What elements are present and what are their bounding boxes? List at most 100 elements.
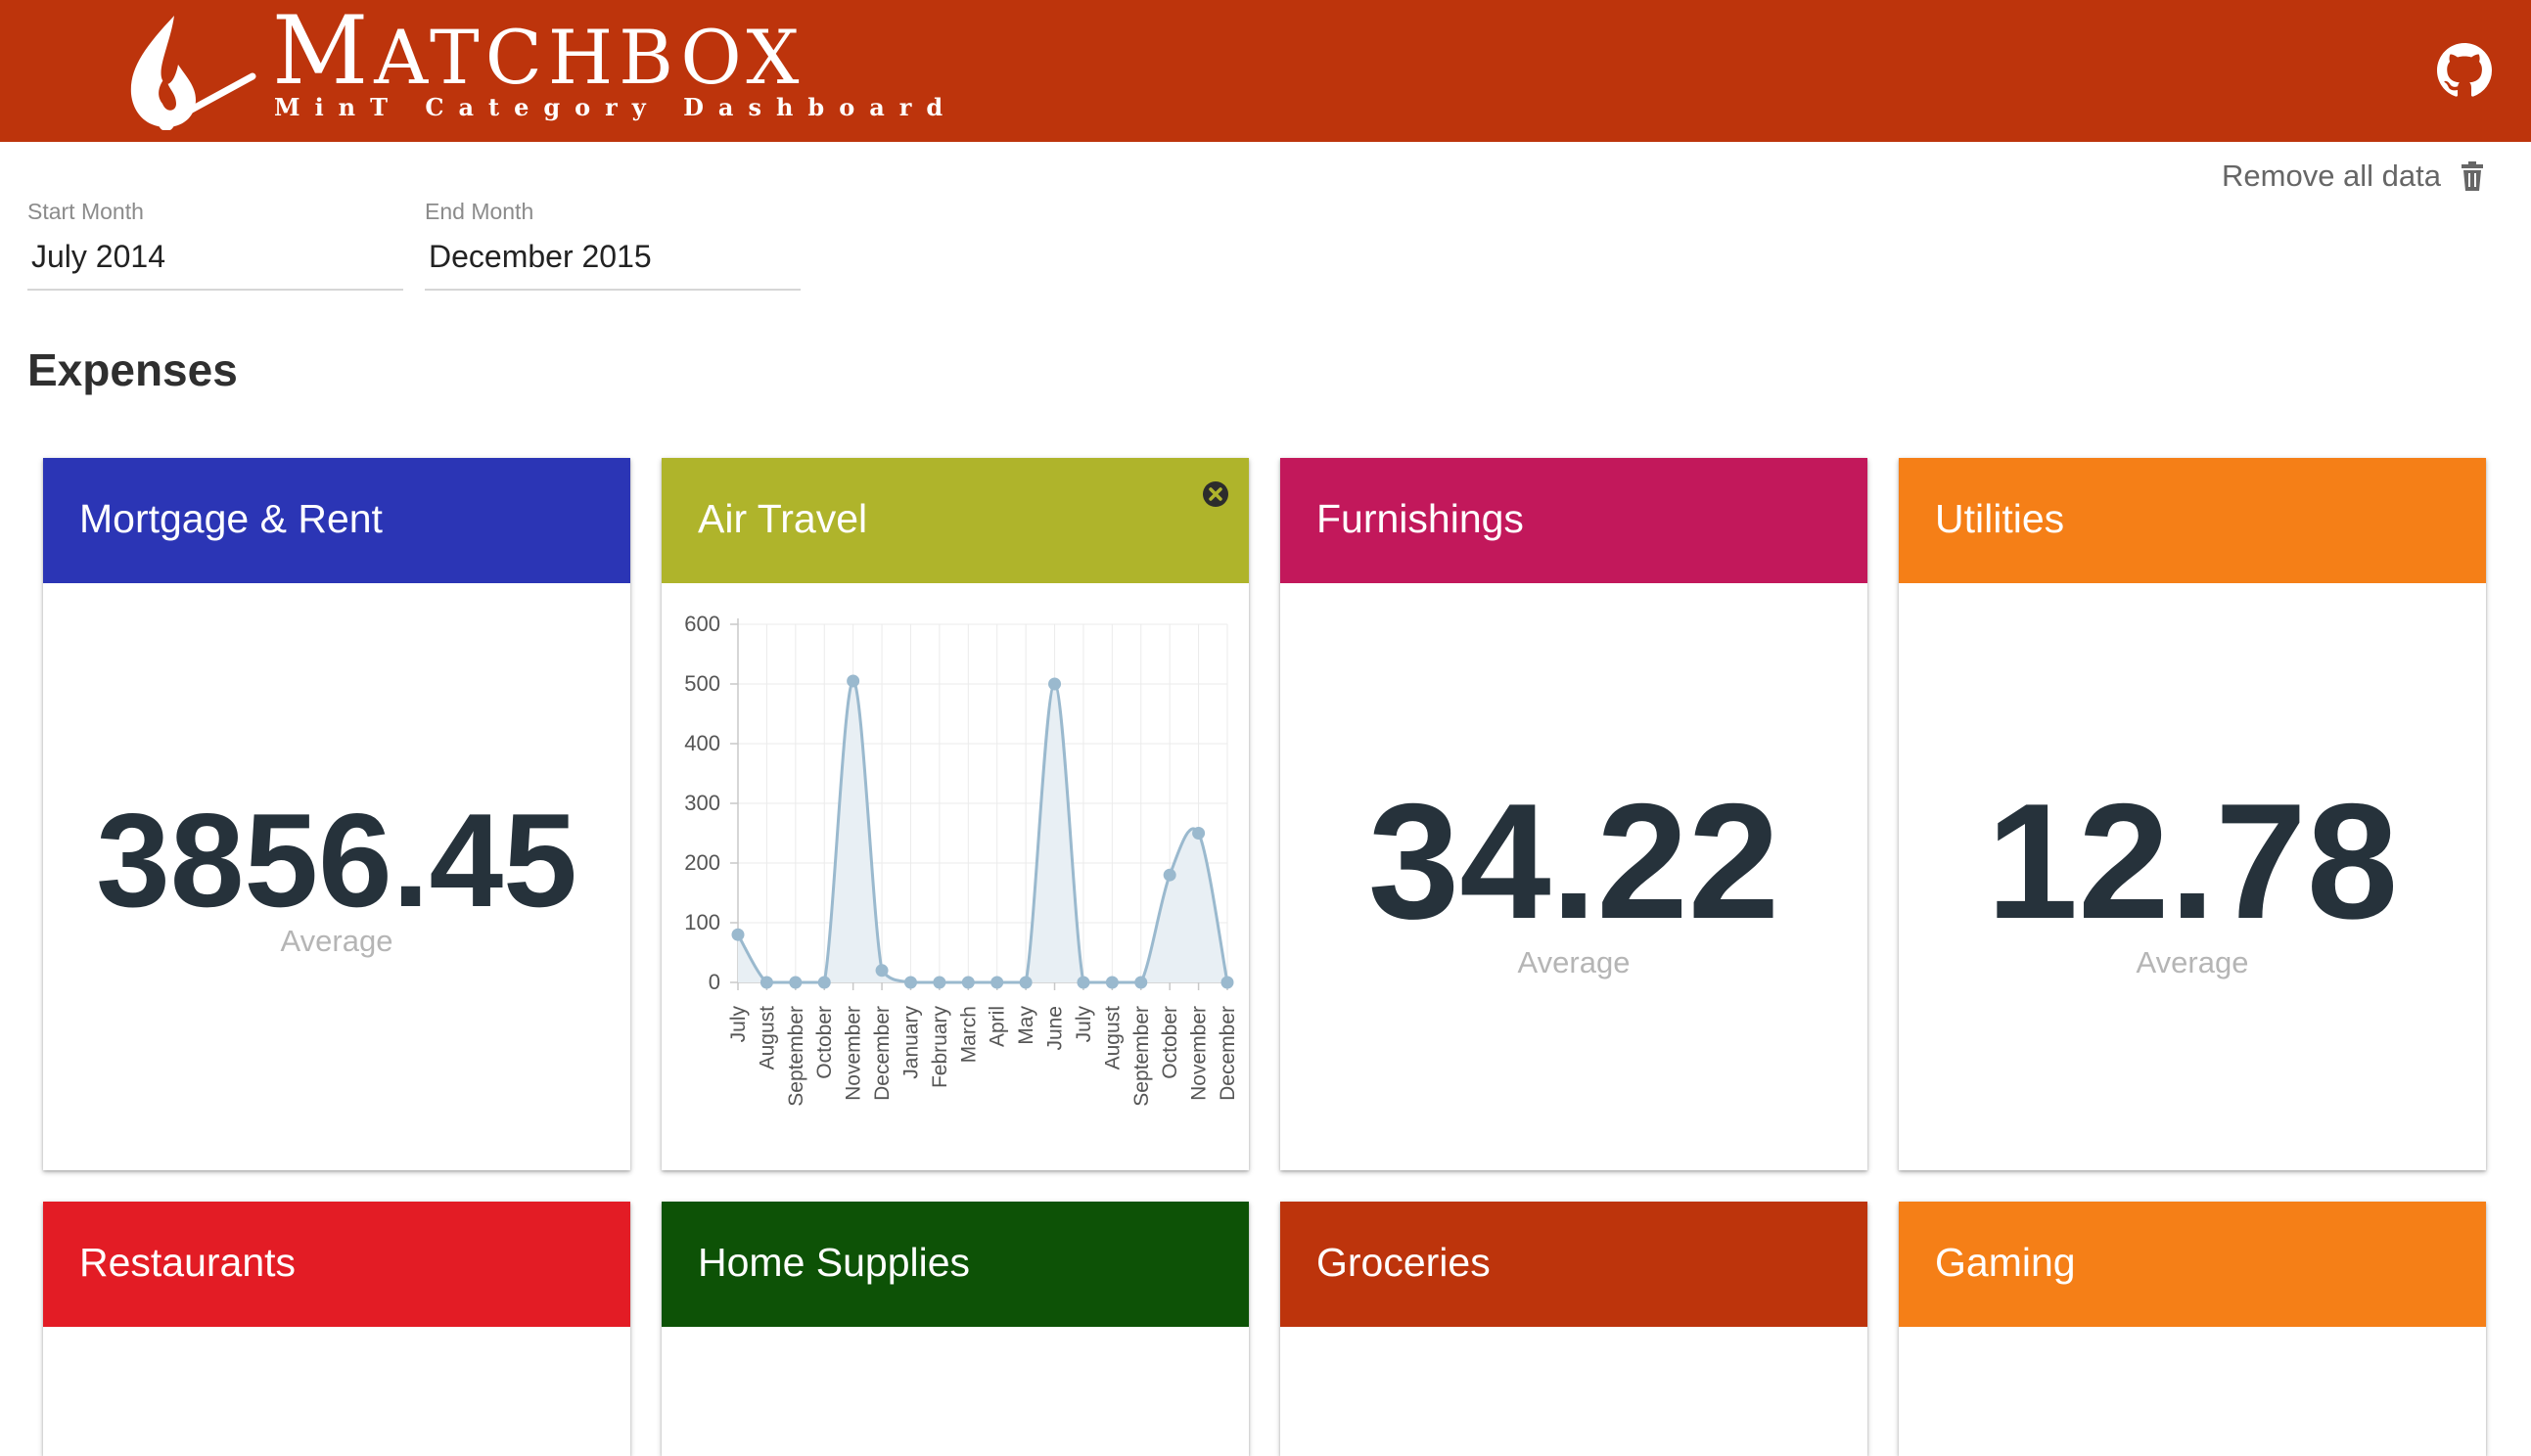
card-body: 34.22 Average <box>1280 583 1867 1170</box>
chart-x-tick-label: November <box>843 1006 865 1101</box>
chart-data-point <box>1048 677 1062 691</box>
card-title: Gaming <box>1935 1240 2076 1285</box>
category-card-furnishings[interactable]: Furnishings 34.22 Average <box>1280 458 1867 1170</box>
chart-points <box>731 674 1234 989</box>
chart-data-point <box>990 976 1004 989</box>
remove-all-label: Remove all data <box>2222 159 2442 193</box>
chart-data-point <box>1019 976 1033 989</box>
chart-x-tick-label: August <box>756 1006 778 1070</box>
chart-x-tick-label: August <box>1101 1006 1124 1070</box>
chart-x-tick-label: April <box>987 1006 1009 1047</box>
chart-y-tick-label: 200 <box>684 850 720 875</box>
app-title: MATCHBOX <box>272 0 805 106</box>
chart-x-tick-label: December <box>1217 1006 1239 1101</box>
category-card-gaming[interactable]: Gaming <box>1899 1202 2486 1456</box>
card-title: Mortgage & Rent <box>79 496 383 541</box>
card-header: Air Travel <box>662 458 1249 583</box>
chart-x-tick-label: September <box>1130 1006 1153 1107</box>
chart-x-tick-label: March <box>957 1006 980 1063</box>
end-month-field: End Month <box>425 201 801 291</box>
matchbox-logo <box>130 16 256 130</box>
app-subtitle: MinT Category Dashboard <box>274 93 958 121</box>
card-header: Furnishings <box>1280 458 1867 583</box>
card-title: Restaurants <box>79 1240 297 1285</box>
category-card-restaurants[interactable]: Restaurants <box>43 1202 630 1456</box>
app: MATCHBOX MinT Category Dashboard Remove … <box>0 0 2531 1327</box>
chart-x-tick-label: October <box>1159 1006 1181 1079</box>
chart-data-point <box>961 976 975 989</box>
average-label: Average <box>2136 945 2249 979</box>
average-value: 12.78 <box>1986 769 2399 953</box>
chart-x-tick-label: May <box>1015 1006 1037 1045</box>
chart-x-axis: July August September October November Decemb… <box>727 981 1239 1107</box>
category-card-home-supplies[interactable]: Home Supplies <box>662 1202 1249 1456</box>
card-header: Groceries <box>1280 1202 1867 1327</box>
category-card-air-travel[interactable]: Air Travel 0 100 200 300 400 500 600 July Augus… <box>662 458 1249 1170</box>
chart-data-point <box>933 976 946 989</box>
github-icon[interactable] <box>2437 43 2492 98</box>
card-header: Utilities <box>1899 458 2486 583</box>
card-title: Furnishings <box>1316 496 1524 541</box>
chart-data-point <box>1077 976 1090 989</box>
card-body: 0 100 200 300 400 500 600 July August September O… <box>662 583 1249 1170</box>
chart-area <box>738 680 1227 982</box>
chart-x-tick-label: July <box>727 1006 750 1043</box>
chart-y-tick-label: 500 <box>684 671 720 696</box>
card-title: Air Travel <box>698 496 868 541</box>
chart-x-tick-label: June <box>1044 1006 1067 1051</box>
close-icon[interactable] <box>1202 480 1229 508</box>
average-value: 3856.45 <box>96 786 577 934</box>
chart-x-tick-label: December <box>871 1006 894 1101</box>
chart-data-point <box>817 976 831 989</box>
chart-x-tick-label: February <box>929 1006 951 1089</box>
start-month-input[interactable] <box>27 239 403 291</box>
chart-y-tick-label: 400 <box>684 731 720 755</box>
chart-y-axis: 0 100 200 300 400 500 600 <box>684 612 739 994</box>
chart-y-tick-label: 100 <box>684 910 720 934</box>
section-title: Expenses <box>27 344 238 395</box>
chart-y-tick-label: 0 <box>709 970 720 994</box>
chart-data-point <box>875 964 889 978</box>
app-header: MATCHBOX MinT Category Dashboard <box>0 0 2531 142</box>
card-body: 3856.45 Average <box>43 583 630 1170</box>
start-month-label: Start Month <box>27 199 144 224</box>
end-month-label: End Month <box>425 199 534 224</box>
chart-data-point <box>1105 976 1119 989</box>
chart-x-tick-label: October <box>813 1006 836 1079</box>
average-value: 34.22 <box>1367 769 1780 953</box>
chart-data-point <box>847 674 860 688</box>
average-label: Average <box>1517 945 1631 979</box>
chart-series-line <box>736 679 1229 984</box>
chart-data-point <box>789 976 803 989</box>
average-label: Average <box>280 924 393 958</box>
card-title: Home Supplies <box>698 1240 971 1285</box>
remove-all-data-button[interactable]: Remove all data <box>2222 157 2484 196</box>
card-body: 12.78 Average <box>1899 583 2486 1170</box>
chart-data-point <box>1220 976 1234 989</box>
chart-x-tick-label: July <box>1073 1006 1095 1043</box>
chart-x-tick-label: November <box>1188 1006 1211 1101</box>
card-header: Restaurants <box>43 1202 630 1327</box>
category-card-utilities[interactable]: Utilities 12.78 Average <box>1899 458 2486 1170</box>
chart-y-tick-label: 600 <box>684 612 720 636</box>
chart-data-point <box>759 976 773 989</box>
chart-data-point <box>1163 868 1176 882</box>
chart-grid <box>737 623 1228 983</box>
chart-y-tick-label: 300 <box>684 791 720 815</box>
category-card-mortgage-rent[interactable]: Mortgage & Rent 3856.45 Average <box>43 458 630 1170</box>
card-header: Gaming <box>1899 1202 2486 1327</box>
air-travel-chart: 0 100 200 300 400 500 600 July August September O… <box>684 612 1239 1107</box>
card-title: Groceries <box>1316 1240 1491 1285</box>
chart-data-point <box>1134 976 1148 989</box>
chart-data-point <box>903 976 917 989</box>
chart-data-point <box>1192 827 1206 840</box>
chart-data-point <box>731 928 745 941</box>
card-header: Mortgage & Rent <box>43 458 630 583</box>
end-month-input[interactable] <box>425 239 801 291</box>
trash-icon <box>2462 161 2484 191</box>
card-title: Utilities <box>1935 496 2065 541</box>
category-card-groceries[interactable]: Groceries <box>1280 1202 1867 1456</box>
card-header: Home Supplies <box>662 1202 1249 1327</box>
chart-x-tick-label: January <box>899 1006 922 1079</box>
chart-x-tick-label: September <box>785 1006 807 1107</box>
